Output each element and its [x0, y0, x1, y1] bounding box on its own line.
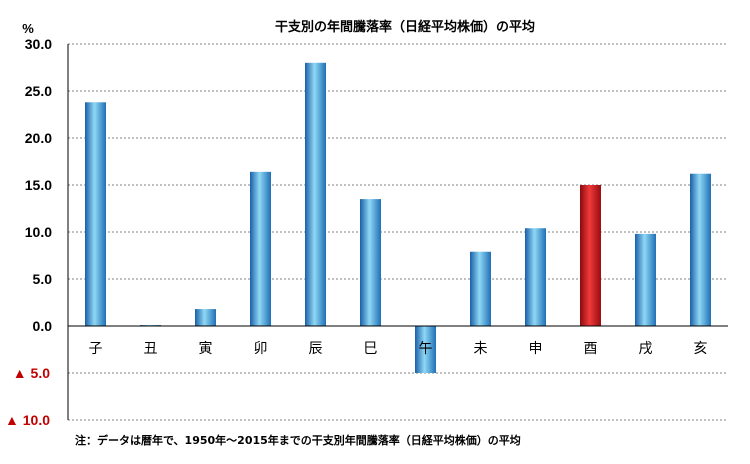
y-tick-label: 0.0: [33, 318, 53, 334]
bar-亥: [690, 173, 711, 326]
y-axis-ticks: 30.0 25.0 20.0 15.0 10.0 5.0 0.0 ▲ 5.0 ▲ 10.0: [5, 36, 52, 428]
chart-title: 干支別の年間騰落率（日経平均株価）の平均: [275, 19, 535, 35]
bar-戌: [635, 233, 656, 326]
bar-酉: [580, 185, 601, 326]
category-label: 未: [474, 341, 488, 357]
bar-未: [470, 251, 491, 326]
category-label: 子: [89, 341, 103, 357]
bar-巳: [360, 199, 381, 326]
y-tick-label: 10.0: [25, 224, 52, 240]
y-tick-label: 15.0: [25, 177, 52, 193]
category-label: 戌: [639, 341, 653, 357]
category-label: 寅: [199, 340, 213, 357]
y-axis-unit-label: %: [22, 21, 34, 36]
axes: [67, 44, 728, 420]
y-tick-label: 5.0: [33, 271, 53, 287]
category-label: 亥: [694, 341, 708, 357]
y-tick-label: ▲ 5.0: [13, 365, 50, 381]
category-label: 酉: [584, 341, 598, 357]
bar-午: [415, 326, 436, 373]
category-label: 卯: [254, 341, 268, 357]
bars: [85, 62, 711, 373]
category-label: 丑: [144, 341, 158, 357]
bar-卯: [250, 171, 271, 326]
bar-子: [85, 102, 106, 326]
y-tick-label: ▲ 10.0: [5, 412, 50, 428]
bar-寅: [195, 309, 216, 326]
category-label: 申: [529, 341, 543, 357]
chart-note: 注：データは暦年で、1950年～2015年までの干支別年間騰落率（日経平均株価）…: [75, 433, 521, 447]
x-axis-categories: 子丑寅卯辰巳午未申酉戌亥: [89, 340, 708, 357]
y-tick-label: 30.0: [25, 36, 52, 52]
y-tick-label: 20.0: [25, 130, 52, 146]
category-label: 辰: [309, 341, 323, 357]
grid-lines: [68, 43, 728, 421]
category-label: 巳: [364, 341, 378, 357]
y-tick-label: 25.0: [25, 83, 52, 99]
category-label: 午: [419, 341, 433, 357]
bar-辰: [305, 62, 326, 327]
bar-申: [525, 228, 546, 326]
